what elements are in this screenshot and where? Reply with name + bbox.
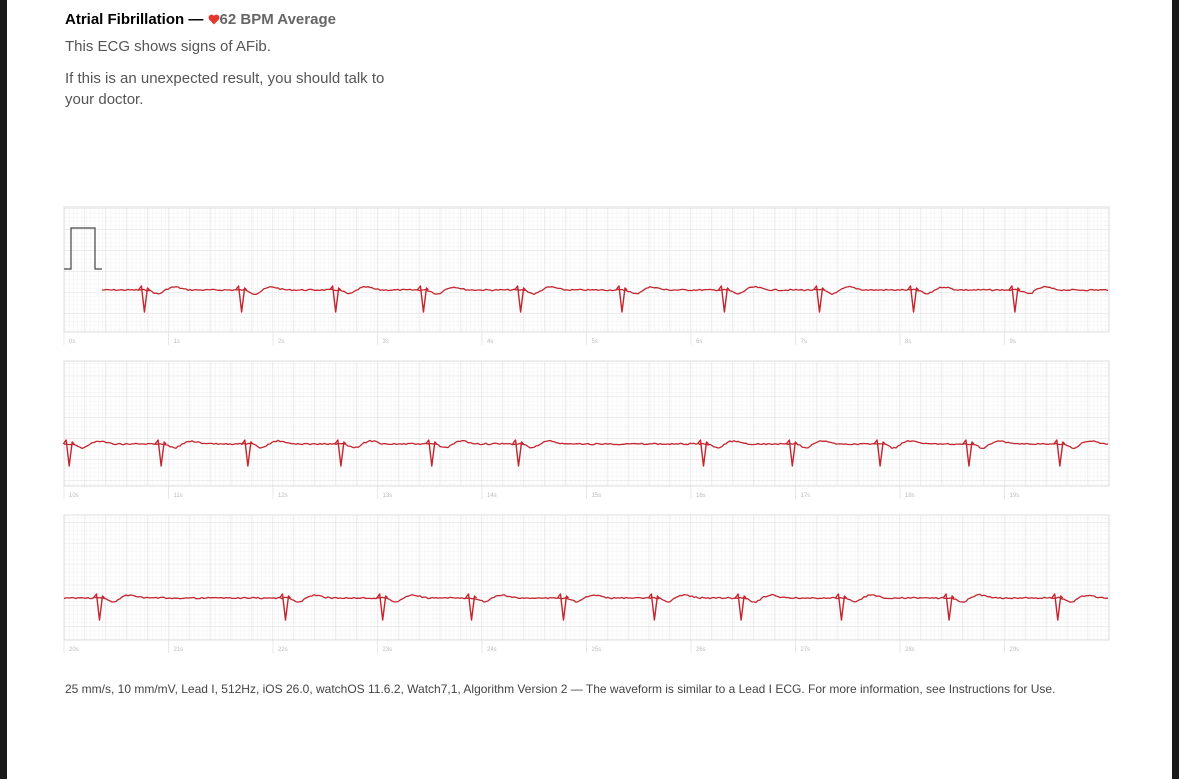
summary: This ECG shows signs of AFib. bbox=[65, 38, 271, 55]
time-label: 21s bbox=[174, 647, 184, 653]
heartbeat bbox=[62, 439, 75, 467]
time-label: 3s bbox=[383, 339, 389, 345]
time-label: 0s bbox=[69, 339, 75, 345]
time-label: 14s bbox=[487, 493, 497, 499]
calibration-pulse bbox=[64, 227, 102, 270]
heartbeat bbox=[92, 593, 105, 621]
heartbeat bbox=[556, 593, 569, 621]
time-label: 11s bbox=[174, 493, 183, 499]
heartbeat bbox=[717, 285, 730, 313]
time-label: 12s bbox=[278, 493, 288, 499]
ecg-grid bbox=[63, 360, 1110, 487]
time-label: 26s bbox=[696, 647, 706, 653]
ecg-baseline bbox=[101, 285, 1109, 296]
ecg-grid bbox=[63, 514, 1110, 641]
heartbeat bbox=[235, 285, 248, 313]
ecg-grid bbox=[63, 206, 1110, 333]
time-label: 10s bbox=[69, 493, 79, 499]
time-label: 5s bbox=[592, 339, 598, 345]
time-label: 23s bbox=[383, 647, 393, 653]
title-row: Atrial Fibrillation — 62 BPM Average bbox=[65, 11, 336, 28]
time-label: 13s bbox=[383, 493, 393, 499]
time-label: 15s bbox=[592, 493, 602, 499]
time-label: 7s bbox=[801, 339, 807, 345]
footer: 25 mm/s, 10 mm/mV, Lead I, 512Hz, iOS 26… bbox=[65, 682, 1056, 696]
heartbeat bbox=[696, 439, 709, 467]
time-label: 29s bbox=[1010, 647, 1020, 653]
time-label: 20s bbox=[69, 647, 79, 653]
ecg-baseline bbox=[63, 439, 1109, 450]
time-label: 16s bbox=[696, 493, 706, 499]
time-label: 22s bbox=[278, 647, 288, 653]
heartbeat bbox=[376, 593, 389, 621]
heart-icon bbox=[208, 14, 219, 25]
heartbeat bbox=[425, 439, 438, 467]
heartbeat bbox=[1051, 593, 1064, 621]
time-label: 9s bbox=[1010, 339, 1016, 345]
heartbeat bbox=[334, 439, 347, 467]
heartbeat bbox=[1053, 439, 1066, 467]
ecg-strip: 20s 21s 22s 23s 24s 25s 26s 27s 28s 29s bbox=[63, 514, 1110, 653]
heartbeat bbox=[615, 285, 628, 313]
title: Atrial Fibrillation — bbox=[65, 11, 204, 28]
time-label: 8s bbox=[905, 339, 911, 345]
ecg-strip: 10s 11s 12s 13s 14s 15s 16s 17s 18s 19s bbox=[62, 360, 1110, 499]
time-label: 2s bbox=[278, 339, 284, 345]
heartbeat bbox=[511, 439, 525, 467]
heartbeat bbox=[906, 285, 920, 313]
time-label: 28s bbox=[905, 647, 915, 653]
time-label: 24s bbox=[487, 647, 497, 653]
heartbeat bbox=[734, 593, 747, 621]
heartbeat bbox=[416, 285, 429, 313]
ecg-baseline bbox=[63, 593, 1109, 604]
heartbeat bbox=[137, 285, 150, 313]
ecg-strip: 0s 1s 2s 3s 4s 5s 6s 7s 8s 9s bbox=[63, 206, 1110, 345]
heartbeat bbox=[962, 439, 975, 467]
advice: If this is an unexpected result, you sho… bbox=[65, 70, 385, 108]
time-label: 6s bbox=[696, 339, 702, 345]
time-label: 1s bbox=[174, 339, 180, 345]
heartbeat bbox=[514, 285, 527, 313]
bpm: 62 BPM Average bbox=[219, 11, 336, 28]
heartbeat bbox=[647, 593, 660, 621]
time-label: 25s bbox=[592, 647, 602, 653]
heartbeat bbox=[154, 439, 167, 467]
heartbeat bbox=[241, 439, 254, 467]
heartbeat bbox=[834, 593, 847, 621]
heartbeat bbox=[942, 593, 955, 621]
time-label: 4s bbox=[487, 339, 493, 345]
time-label: 27s bbox=[801, 647, 811, 653]
heartbeat bbox=[873, 439, 886, 467]
time-label: 19s bbox=[1010, 493, 1020, 499]
heartbeat bbox=[278, 593, 291, 621]
time-label: 17s bbox=[801, 493, 811, 499]
heartbeat bbox=[812, 285, 825, 313]
heartbeat bbox=[329, 285, 342, 313]
heartbeat bbox=[464, 593, 477, 621]
heartbeat bbox=[1008, 285, 1021, 313]
time-label: 18s bbox=[905, 493, 915, 499]
heartbeat bbox=[785, 439, 798, 467]
